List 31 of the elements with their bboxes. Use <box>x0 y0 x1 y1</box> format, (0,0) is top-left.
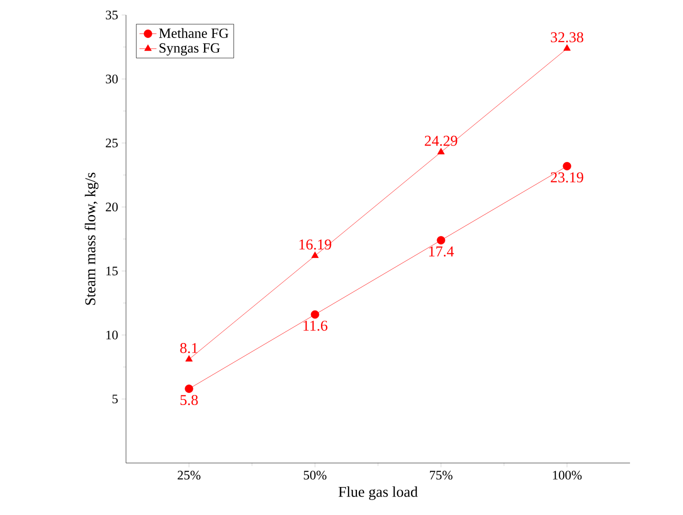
legend-label: Syngas FG <box>160 43 220 56</box>
data-label: 24.29 <box>424 136 458 146</box>
data-label: 16.19 <box>300 239 332 250</box>
point <box>436 236 446 244</box>
data-label: 5.8 <box>180 394 198 406</box>
point <box>562 162 572 170</box>
x-tick-label: 100% <box>553 470 582 480</box>
x-axis-title: Flue gas load <box>338 486 418 500</box>
x-tick-label: 25% <box>178 470 200 480</box>
point <box>437 148 445 154</box>
point <box>563 44 571 51</box>
y-tick-label: 30 <box>106 74 118 84</box>
y-axis-title: Steam mass flow, kg/s <box>84 172 98 305</box>
legend-label: Methane FG <box>159 28 228 38</box>
y-tick-label: 25 <box>106 138 118 148</box>
data-label: 8.1 <box>180 342 198 354</box>
y-tick-label: 10 <box>106 330 118 340</box>
x-tick-label: 50% <box>304 470 326 480</box>
data-label: 17.4 <box>429 246 454 257</box>
y-tick-label: 35 <box>106 10 118 20</box>
data-label: 23.19 <box>550 172 584 182</box>
point <box>310 310 320 319</box>
data-label: 32.38 <box>550 32 584 42</box>
y-tick-label: 15 <box>106 266 118 276</box>
point <box>185 355 193 362</box>
data-label: 11.6 <box>304 320 328 331</box>
y-tick-label: 5 <box>112 394 118 404</box>
point <box>311 252 319 258</box>
point <box>184 384 194 393</box>
y-tick-label: 20 <box>106 202 118 212</box>
x-tick-label: 75% <box>430 470 452 480</box>
